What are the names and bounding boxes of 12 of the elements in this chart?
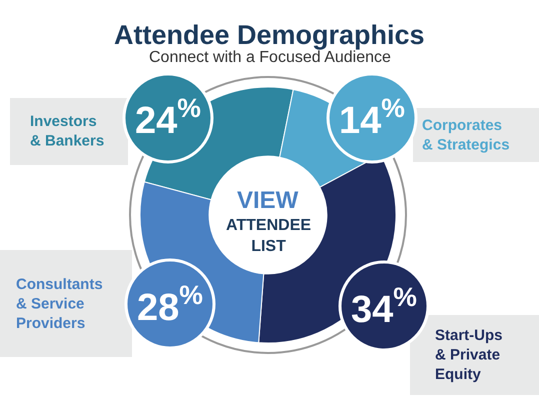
data-label: 24$^{%}$ xyxy=(135,93,201,142)
slice-label: Consultants & Service Providers xyxy=(16,276,103,332)
chart-title: Attendee Demographics xyxy=(114,20,425,50)
slice-label: Corporates & Strategics xyxy=(422,117,510,154)
chart-subtitle: Connect with a Focused Audience xyxy=(149,49,392,66)
text: VIEW xyxy=(237,187,299,214)
slice-label: Investors & Bankers xyxy=(30,113,104,150)
data-label: 14$^{%}$ xyxy=(339,93,405,142)
slice-label: Start-Ups & Private Equity xyxy=(435,327,503,383)
data-label: 34$^{%}$ xyxy=(351,282,417,331)
text: ATTENDEE LIST xyxy=(226,217,312,255)
data-label: 28$^{%}$ xyxy=(137,280,203,329)
